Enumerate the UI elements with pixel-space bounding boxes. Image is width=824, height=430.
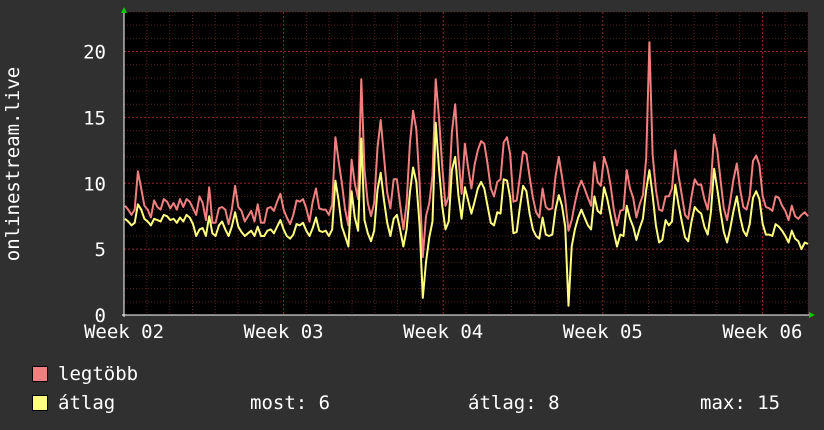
stat-max: max: 15 — [700, 392, 781, 414]
y-tick-label: 15 — [83, 107, 106, 129]
series-line-max — [124, 41, 809, 258]
legend-row-avg: átlag most: 6 átlag: 8 max: 15 — [30, 389, 810, 418]
x-tick-label: Week 06 — [722, 321, 802, 343]
y-tick-label: 10 — [83, 173, 106, 195]
legend-row-max: legtöbb — [30, 360, 810, 389]
legend: legtöbb átlag most: 6 átlag: 8 max: 15 — [30, 360, 810, 418]
stat-average: átlag: 8 — [468, 392, 560, 414]
legend-label-max: legtöbb — [58, 363, 139, 385]
y-tick-label: 5 — [95, 239, 106, 261]
x-tick-label: Week 03 — [244, 321, 324, 343]
series-layer — [124, 41, 809, 307]
minor-grid — [124, 11, 809, 315]
y-tick-label: 20 — [83, 42, 106, 64]
x-tick-label: Week 02 — [84, 321, 164, 343]
legend-label-avg: átlag — [58, 392, 116, 414]
x-axis-arrow — [809, 312, 815, 318]
x-tick-label: Week 05 — [563, 321, 643, 343]
stat-now: most: 6 — [250, 392, 331, 414]
y-tick-labels: 0 5 10 15 20 — [83, 42, 106, 327]
y-axis-arrow — [121, 7, 127, 13]
legend-swatch-max — [32, 366, 48, 382]
legend-swatch-avg — [32, 395, 48, 411]
y-axis-title: onlinestream.live — [2, 67, 24, 261]
x-tick-label: Week 04 — [403, 321, 483, 343]
series-line-average — [124, 121, 809, 307]
x-tick-labels: Week 02 Week 03 Week 04 Week 05 Week 06 — [84, 321, 802, 343]
y-tick-label: 0 — [95, 305, 106, 327]
